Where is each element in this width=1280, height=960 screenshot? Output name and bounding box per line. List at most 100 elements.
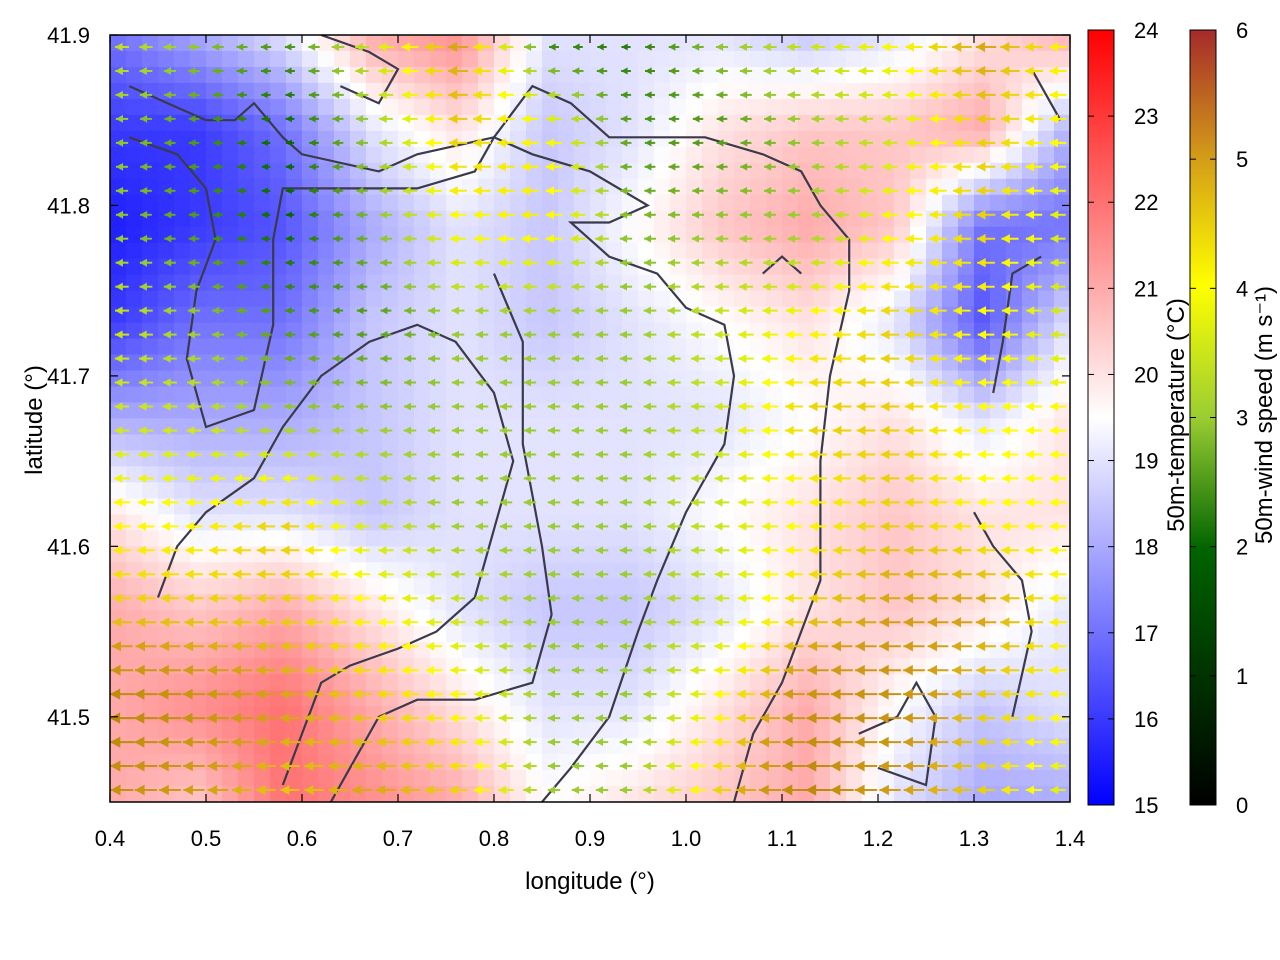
heat-cell xyxy=(830,722,847,739)
wind-arrow xyxy=(187,330,201,339)
heat-cell xyxy=(590,242,607,260)
heat-cell xyxy=(590,338,607,356)
wind-arrow xyxy=(237,235,247,243)
heat-cell xyxy=(750,178,767,196)
x-axis-ticks: 0.4 0.5 0.6 0.7 0.8 0.9 1.0 1.1 1.2 1.3 1.4 xyxy=(95,35,1085,851)
wind-arrow xyxy=(691,594,705,603)
heat-cell xyxy=(334,722,351,739)
heat-cell xyxy=(590,706,607,723)
heat-cell xyxy=(430,290,447,308)
heat-cell xyxy=(846,514,863,531)
heat-cell xyxy=(670,146,687,164)
wind-arrow xyxy=(1001,425,1019,435)
heat-cell xyxy=(606,562,623,579)
heat-cell xyxy=(542,754,559,771)
heat-cell xyxy=(318,274,335,292)
wind-arrow xyxy=(712,785,732,795)
wind-arrow xyxy=(259,402,273,411)
heat-cell xyxy=(174,450,191,468)
heat-cell xyxy=(750,594,767,611)
heat-cell xyxy=(494,194,511,212)
wind-arrow xyxy=(810,258,826,267)
heat-cell xyxy=(1006,98,1023,116)
heat-cell xyxy=(510,738,527,755)
heat-cell xyxy=(750,578,767,595)
heat-cell xyxy=(366,306,383,324)
wind-arrow xyxy=(1000,593,1020,604)
heat-cell xyxy=(478,98,495,116)
wind-arrow xyxy=(110,712,135,724)
wind-arrow xyxy=(596,91,608,99)
heat-cell xyxy=(846,466,863,484)
heat-cell xyxy=(990,274,1007,292)
heat-cell xyxy=(526,98,543,116)
wind-arrow xyxy=(285,163,295,171)
wind-arrow xyxy=(499,474,513,483)
wind-arrow xyxy=(547,666,561,675)
heat-cell xyxy=(750,50,767,68)
wind-arrow xyxy=(547,594,561,603)
heat-cell xyxy=(606,626,623,643)
wind-arrow xyxy=(237,91,247,99)
heat-cell xyxy=(590,370,607,388)
wind-arrow xyxy=(187,354,201,363)
heat-cell xyxy=(798,306,815,324)
wind-arrow xyxy=(379,402,393,411)
wind-arrow xyxy=(1025,162,1043,172)
heat-cell xyxy=(286,146,303,164)
wind-arrow xyxy=(473,138,491,148)
wind-arrow xyxy=(159,664,181,676)
wind-arrow xyxy=(379,474,393,483)
wind-arrow xyxy=(236,43,248,51)
heat-cell xyxy=(542,450,559,468)
wind-arrow xyxy=(667,378,681,387)
wind-arrow xyxy=(714,354,730,363)
heat-cell xyxy=(286,290,303,308)
wind-arrow xyxy=(308,330,320,339)
wind-arrow xyxy=(402,546,418,555)
heat-cell xyxy=(750,114,767,132)
heat-cell xyxy=(798,98,815,116)
y-tick-label: 41.9 xyxy=(47,23,90,48)
heat-cell xyxy=(446,450,463,468)
wind-arrow xyxy=(787,210,801,219)
wind-arrow xyxy=(929,473,947,484)
heat-cell xyxy=(574,290,591,308)
wind-colorbar-tick-label: 5 xyxy=(1236,147,1248,172)
heat-cell xyxy=(382,194,399,212)
wind-arrow xyxy=(163,67,177,75)
wind-arrow xyxy=(643,761,657,771)
wind-arrow xyxy=(738,450,754,459)
wind-arrow xyxy=(306,450,322,459)
wind-arrow xyxy=(953,258,971,268)
wind-arrow xyxy=(761,617,779,627)
heat-cell xyxy=(974,674,991,691)
wind-arrow xyxy=(1050,186,1066,196)
heat-cell xyxy=(542,530,559,547)
heat-cell xyxy=(126,402,143,420)
wind-arrow xyxy=(738,402,754,411)
heat-cell xyxy=(590,66,607,84)
wind-arrow xyxy=(830,760,854,772)
wind-arrow xyxy=(643,570,657,579)
wind-arrow xyxy=(882,162,898,172)
wind-arrow xyxy=(235,354,249,363)
wind-arrow xyxy=(332,139,344,147)
wind-arrow xyxy=(355,115,369,123)
heat-cell xyxy=(942,418,959,436)
wind-arrow xyxy=(761,593,779,603)
wind-arrow xyxy=(404,306,416,315)
heat-cell xyxy=(382,98,399,116)
heat-cell xyxy=(942,290,959,308)
heat-cell xyxy=(238,626,255,643)
heat-cell xyxy=(606,35,623,52)
heat-cell xyxy=(590,434,607,452)
wind-arrow xyxy=(881,281,899,292)
heat-cell xyxy=(798,178,815,196)
wind-arrow xyxy=(497,162,515,172)
wind-arrow xyxy=(378,546,394,555)
wind-arrow xyxy=(856,521,876,532)
wind-arrow xyxy=(1026,354,1042,363)
heat-cell xyxy=(414,354,431,372)
heat-cell xyxy=(414,322,431,340)
